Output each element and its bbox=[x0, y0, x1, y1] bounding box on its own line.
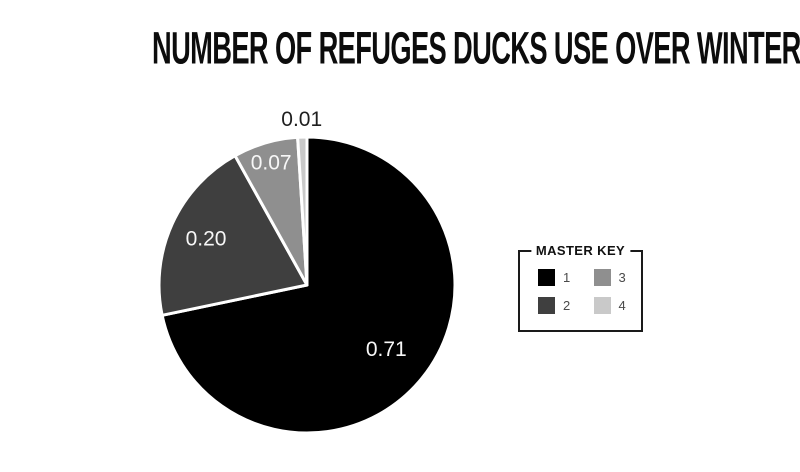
legend-item-1: 1 bbox=[538, 269, 578, 286]
legend-swatch-1 bbox=[538, 269, 555, 286]
legend-box: MASTER KEY 1 2 3 4 bbox=[518, 243, 643, 332]
legend-item-3: 3 bbox=[593, 269, 634, 286]
legend-item-2: 2 bbox=[538, 297, 578, 314]
legend-label-4: 4 bbox=[618, 298, 626, 313]
legend-swatch-4 bbox=[593, 297, 611, 314]
pie-slice-label-1: 0.71 bbox=[366, 338, 407, 361]
legend-items: 1 2 3 4 bbox=[520, 252, 641, 314]
legend-label-2: 2 bbox=[563, 298, 571, 313]
pie-slice-2 bbox=[157, 154, 309, 317]
legend-label-1: 1 bbox=[563, 270, 571, 285]
legend-label-3: 3 bbox=[618, 270, 626, 285]
pie-slice-4 bbox=[296, 135, 309, 287]
pie-slice-label-2: 0.20 bbox=[186, 227, 227, 250]
legend-swatch-2 bbox=[538, 297, 555, 314]
legend-item-4: 4 bbox=[593, 297, 634, 314]
pie-slice-label-4: 0.01 bbox=[281, 108, 322, 131]
pie-slice-1 bbox=[160, 135, 457, 435]
legend-swatch-3 bbox=[593, 269, 611, 286]
pie-slice-label-3: 0.07 bbox=[251, 151, 292, 174]
legend-title: MASTER KEY bbox=[530, 243, 631, 258]
